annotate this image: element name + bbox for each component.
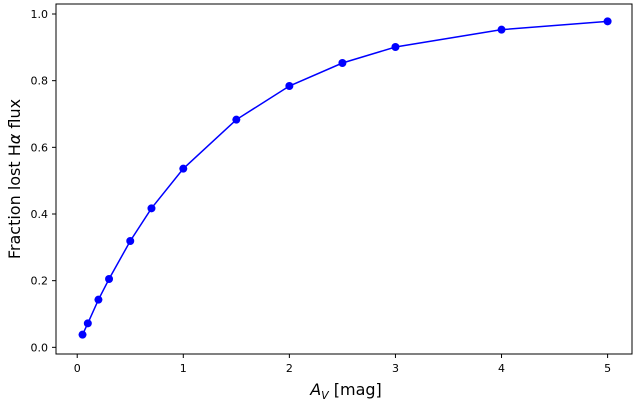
data-point (179, 164, 188, 173)
y-tick-label: 0.2 (31, 275, 49, 288)
data-point (391, 43, 400, 51)
y-axis-label-suffix: flux (5, 99, 24, 134)
data-point (232, 115, 241, 124)
data-point (338, 59, 347, 67)
x-axis-label: AV [mag] (309, 380, 382, 402)
data-point (83, 319, 92, 328)
x-tick-label: 1 (180, 362, 187, 375)
x-tick-label: 3 (392, 362, 399, 375)
series-layer (78, 17, 612, 339)
x-axis-label-subscript: V (321, 389, 330, 402)
data-point (497, 25, 506, 34)
y-axis-ticks: 0.0 0.2 0.4 0.6 0.8 1.0 (31, 8, 56, 354)
y-axis-label-prefix: Fraction lost H (5, 144, 24, 259)
x-axis-ticks: 0 1 2 3 4 5 (74, 354, 611, 375)
series-line (81, 20, 608, 335)
data-point (94, 295, 103, 304)
data-point (78, 330, 87, 339)
data-point (147, 204, 156, 213)
y-axis-label-greek: α (5, 133, 24, 144)
x-axis-label-main: A (309, 380, 321, 399)
y-tick-label: 0.6 (31, 141, 49, 154)
x-tick-label: 5 (604, 362, 611, 375)
plot-area-frame (55, 3, 633, 355)
data-point (285, 82, 294, 90)
data-point (105, 275, 114, 283)
x-tick-label: 0 (74, 362, 81, 375)
y-tick-label: 0.8 (31, 75, 49, 88)
y-tick-label: 0.0 (31, 341, 49, 354)
y-tick-label: 0.4 (31, 208, 49, 221)
x-tick-label: 2 (286, 362, 293, 375)
data-point (126, 237, 135, 245)
y-axis-label: Fraction lost Hα flux (5, 99, 24, 259)
y-tick-label: 1.0 (31, 8, 49, 21)
x-axis-label-unit: [mag] (329, 380, 382, 399)
data-point (603, 17, 612, 26)
x-tick-label: 4 (498, 362, 505, 375)
